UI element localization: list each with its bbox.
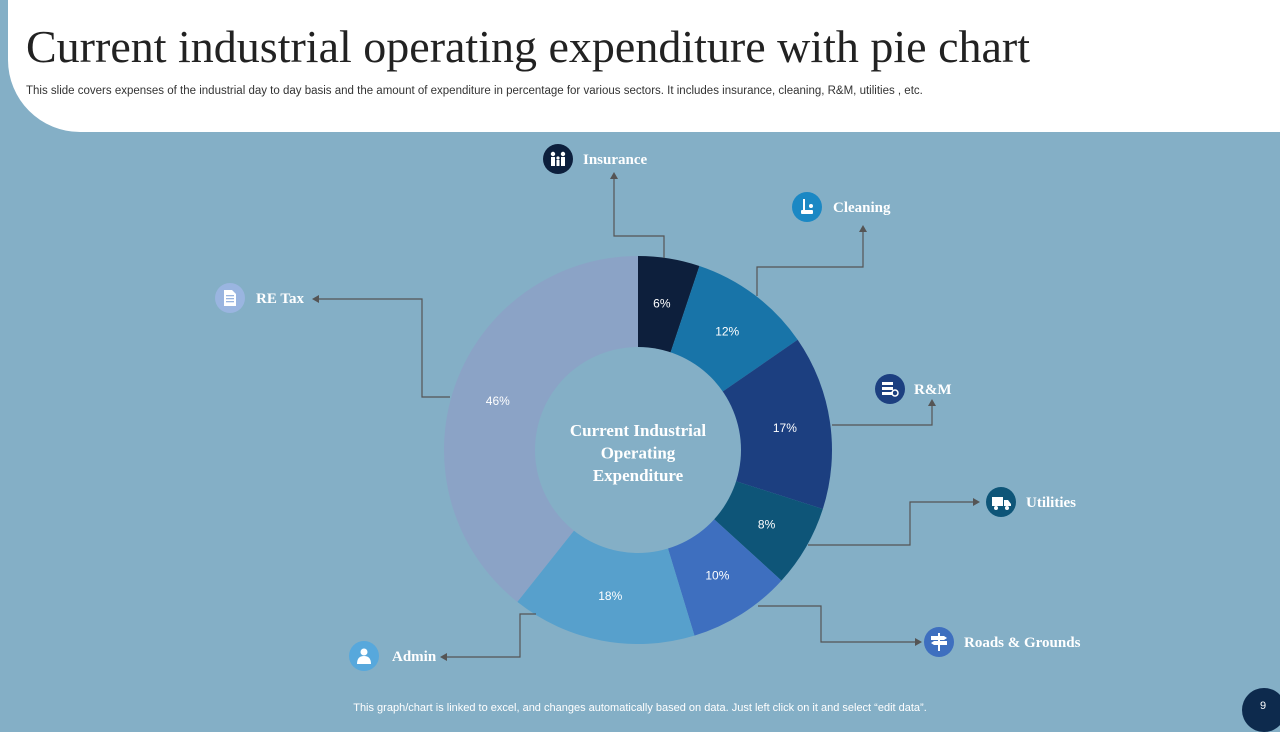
- donut-hole: [535, 347, 741, 553]
- value-label-utilities: 8%: [758, 517, 776, 531]
- header-banner: [8, 0, 1280, 132]
- page-title: Current industrial operating expenditure…: [26, 21, 1031, 72]
- family-icon: [543, 144, 573, 174]
- category-label-cleaning: Cleaning: [833, 200, 891, 216]
- category-label-admin: Admin: [392, 649, 437, 665]
- connector-admin: [444, 613, 536, 658]
- center-label: Current Industrial Operating Expenditure: [570, 421, 706, 485]
- category-label-utilities: Utilities: [1026, 495, 1076, 511]
- truck-icon: [986, 487, 1016, 517]
- connector-re-tax: [316, 298, 450, 398]
- connector-randm: [832, 403, 933, 426]
- page-number: 9: [1242, 688, 1280, 732]
- connector-cleaning: [756, 229, 864, 296]
- person-icon: [349, 641, 379, 671]
- category-label-roads-and-grounds: Roads & Grounds: [964, 635, 1081, 651]
- category-label-randm: R&M: [914, 382, 952, 398]
- document-icon: [215, 283, 245, 313]
- repair-icon: [875, 374, 905, 404]
- connector-roads-and-grounds: [758, 605, 918, 643]
- page-subtitle: This slide covers expenses of the indust…: [26, 85, 923, 97]
- value-label-roads-and-grounds: 10%: [705, 569, 729, 583]
- value-label-randm: 17%: [773, 421, 797, 435]
- cleaning-icon: [792, 192, 822, 222]
- category-label-re-tax: RE Tax: [256, 291, 304, 307]
- value-label-re-tax: 46%: [486, 394, 510, 408]
- value-label-admin: 18%: [598, 589, 622, 603]
- footer-note: This graph/chart is linked to excel, and…: [353, 702, 927, 714]
- connector-utilities: [808, 501, 976, 546]
- category-label-insurance: Insurance: [583, 152, 648, 168]
- value-label-insurance: 6%: [653, 296, 671, 310]
- connector-insurance: [613, 176, 665, 258]
- value-label-cleaning: 12%: [715, 324, 739, 338]
- signpost-icon: [924, 627, 954, 657]
